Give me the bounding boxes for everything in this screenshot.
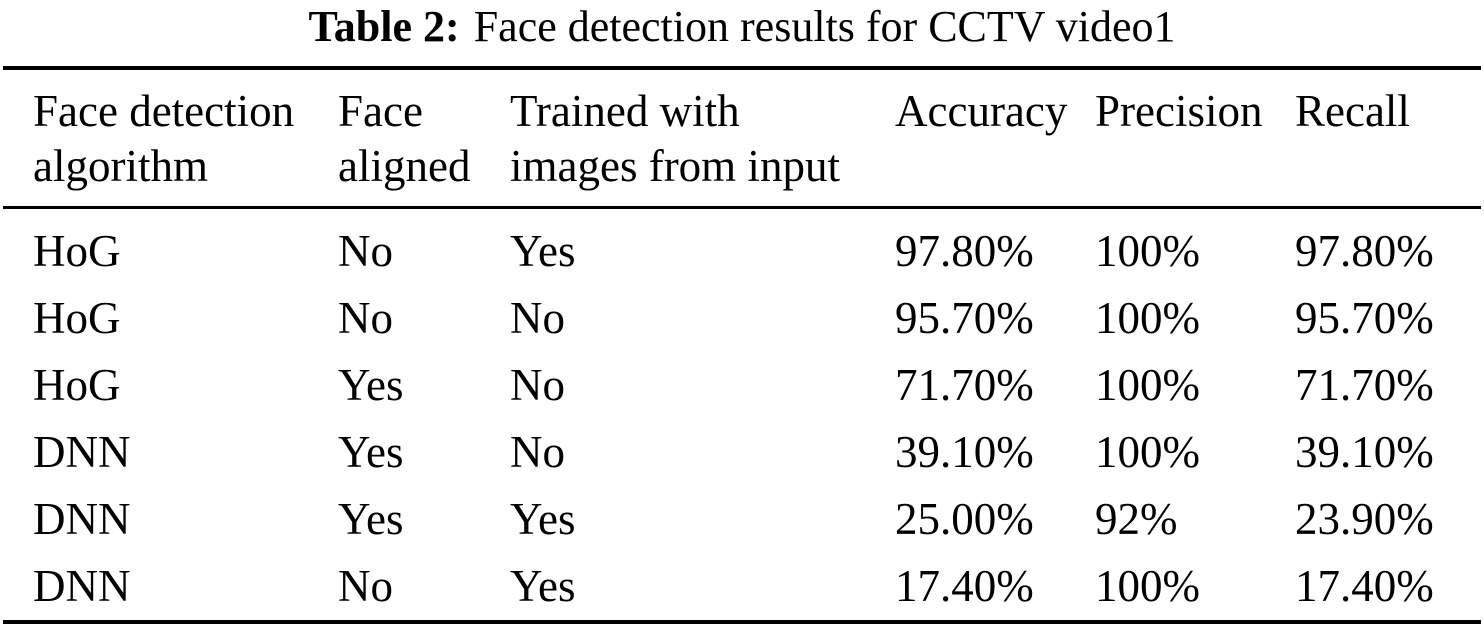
cell-trained: Yes [510,494,576,545]
cell-algorithm: HoG [33,360,121,411]
cell-precision: 100% [1095,226,1200,277]
cell-recall: 71.70% [1295,360,1434,411]
cell-precision: 100% [1095,293,1200,344]
cell-accuracy: 39.10% [895,427,1034,478]
cell-algorithm: HoG [33,293,121,344]
table-row: DNN No Yes 17.40% 100% 17.40% [3,553,1481,622]
cell-trained: No [510,360,565,411]
col-header-accuracy: Accuracy [895,68,1095,207]
cell-precision: 100% [1095,360,1200,411]
cell-trained: No [510,293,565,344]
header-line: images from input [510,140,840,191]
header-line: Face [338,86,423,136]
cell-face-aligned: No [338,293,393,344]
header-line: aligned [338,140,471,191]
cell-accuracy: 97.80% [895,226,1034,277]
cell-trained: Yes [510,561,576,612]
header-line: Accuracy [895,86,1068,136]
cell-face-aligned: Yes [338,360,404,411]
header-row: Face detection algorithm Face aligned Tr… [3,68,1481,208]
table-row: HoG No No 95.70% 100% 95.70% [3,285,1481,352]
header-line: Precision [1095,86,1263,136]
table-caption-text: Face detection results for CCTV video1 [473,1,1176,51]
cell-recall: 97.80% [1295,226,1434,277]
col-header-recall: Recall [1295,68,1481,207]
cell-face-aligned: No [338,226,393,277]
cell-recall: 39.10% [1295,427,1434,478]
cell-face-aligned: Yes [338,494,404,545]
cell-face-aligned: No [338,561,393,612]
cell-algorithm: DNN [33,494,131,545]
cell-trained: Yes [510,226,576,277]
cell-face-aligned: Yes [338,427,404,478]
table-row: HoG No Yes 97.80% 100% 97.80% [3,207,1481,285]
table-row: DNN Yes Yes 25.00% 92% 23.90% [3,486,1481,553]
table-row: HoG Yes No 71.70% 100% 71.70% [3,352,1481,419]
col-header-face-aligned: Face aligned [338,68,510,207]
cell-precision: 100% [1095,427,1200,478]
cell-algorithm: HoG [33,226,121,277]
header-line: Recall [1295,86,1410,136]
table-row: DNN Yes No 39.10% 100% 39.10% [3,419,1481,486]
cell-accuracy: 71.70% [895,360,1034,411]
col-header-precision: Precision [1095,68,1295,207]
cell-trained: No [510,427,565,478]
cell-precision: 100% [1095,561,1200,612]
col-header-trained-with-images: Trained with images from input [510,68,895,207]
table-caption-label: Table 2: [308,1,460,51]
col-header-face-detection-algorithm: Face detection algorithm [3,68,338,207]
cell-recall: 95.70% [1295,293,1434,344]
header-line: algorithm [33,140,208,191]
cell-accuracy: 17.40% [895,561,1034,612]
header-line: Face detection [33,86,295,136]
table-caption: Table 2: Face detection results for CCTV… [0,0,1484,66]
table-body: HoG No Yes 97.80% 100% 97.80% HoG No No … [3,207,1481,622]
cell-recall: 17.40% [1295,561,1434,612]
results-table: Face detection algorithm Face aligned Tr… [3,66,1481,624]
cell-precision: 92% [1095,494,1178,545]
cell-algorithm: DNN [33,561,131,612]
table-header: Face detection algorithm Face aligned Tr… [3,68,1481,208]
cell-accuracy: 95.70% [895,293,1034,344]
cell-algorithm: DNN [33,427,131,478]
cell-recall: 23.90% [1295,494,1434,545]
cell-accuracy: 25.00% [895,494,1034,545]
header-line: Trained with [510,86,740,136]
